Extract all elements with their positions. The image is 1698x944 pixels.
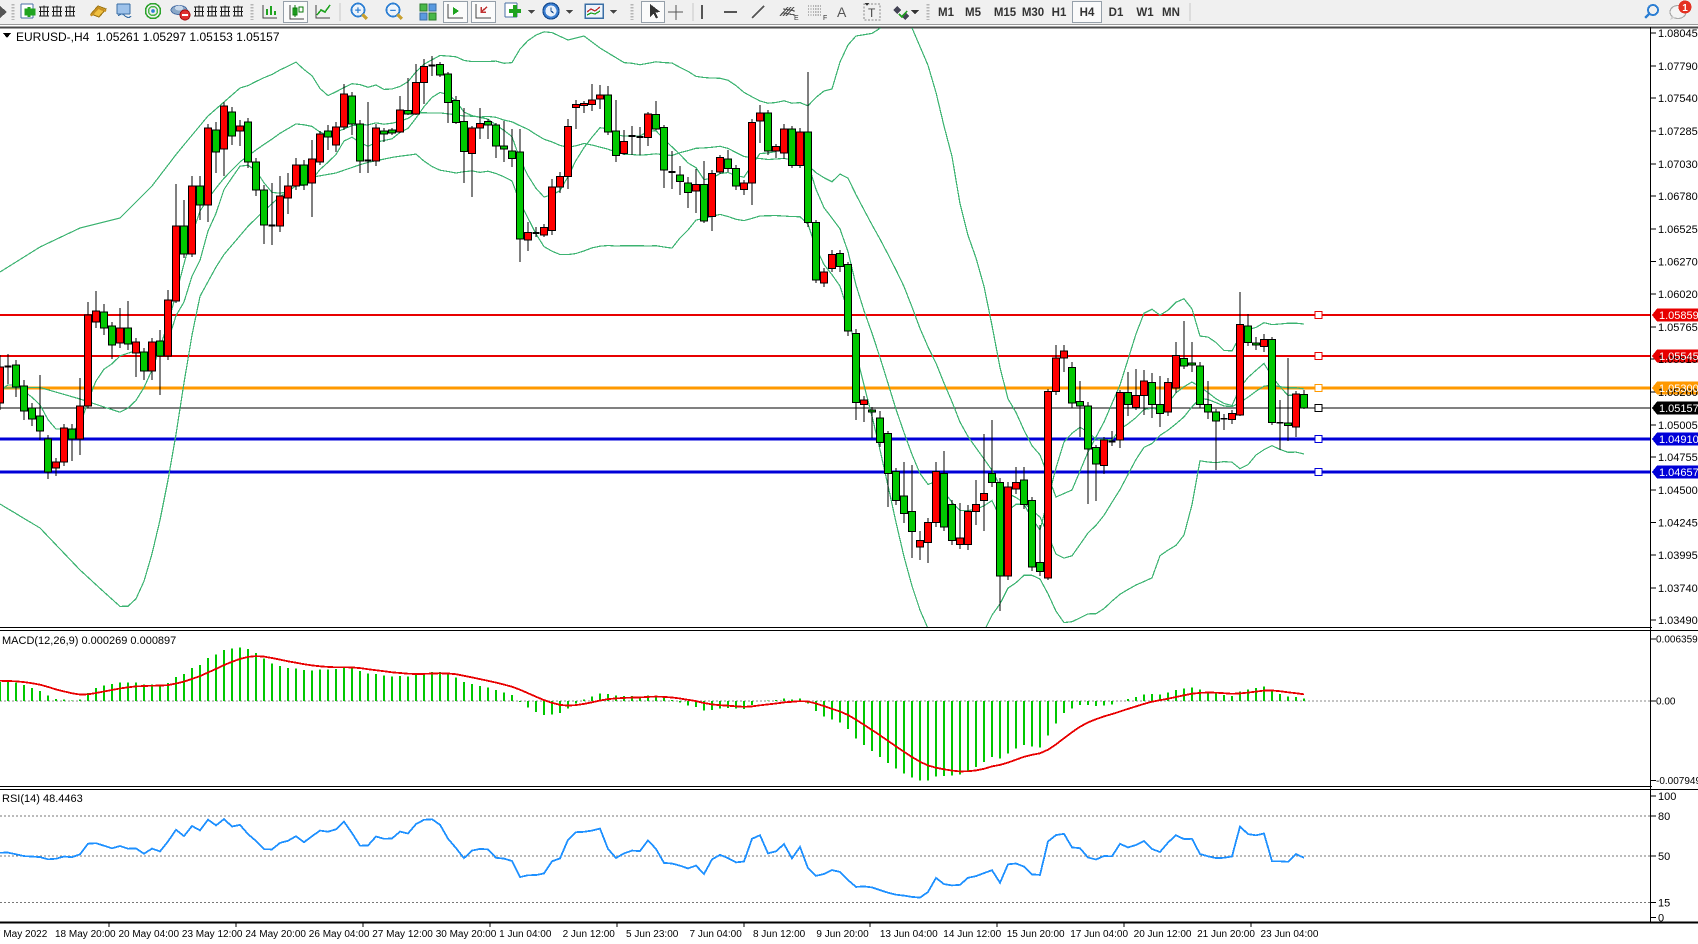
svg-text:13 Jun 04:00: 13 Jun 04:00 <box>880 929 938 940</box>
svg-text:1.06270: 1.06270 <box>1658 257 1698 269</box>
svg-text:50: 50 <box>1658 851 1670 863</box>
svg-text:1.06020: 1.06020 <box>1658 289 1698 301</box>
svg-text:E: E <box>794 15 799 22</box>
svg-text:1.03995: 1.03995 <box>1658 550 1698 562</box>
svg-text:1.04910: 1.04910 <box>1659 434 1698 446</box>
svg-text:1.07030: 1.07030 <box>1658 159 1698 171</box>
svg-text:1.05515: 1.05515 <box>1658 354 1698 366</box>
svg-text:9 Jun 20:00: 9 Jun 20:00 <box>816 929 869 940</box>
svg-text:1.03740: 1.03740 <box>1658 583 1698 595</box>
svg-text:A: A <box>837 4 847 20</box>
svg-text:1.03490: 1.03490 <box>1658 615 1698 627</box>
svg-text:14 Jun 12:00: 14 Jun 12:00 <box>943 929 1001 940</box>
svg-text:24 May 20:00: 24 May 20:00 <box>245 929 306 940</box>
svg-text:+: + <box>355 5 361 17</box>
svg-text:20 May 04:00: 20 May 04:00 <box>118 929 179 940</box>
svg-text:1.05765: 1.05765 <box>1658 322 1698 334</box>
svg-text:26 May 04:00: 26 May 04:00 <box>309 929 370 940</box>
svg-text:2 Jun 12:00: 2 Jun 12:00 <box>563 929 616 940</box>
svg-text:1.05545: 1.05545 <box>1659 351 1698 363</box>
svg-text:M15: M15 <box>994 7 1017 19</box>
svg-text:80: 80 <box>1658 811 1670 823</box>
svg-text:1.07540: 1.07540 <box>1658 93 1698 105</box>
svg-text:1.05859: 1.05859 <box>1659 310 1698 322</box>
svg-text:17 Jun 04:00: 17 Jun 04:00 <box>1070 929 1128 940</box>
svg-text:1.06780: 1.06780 <box>1658 191 1698 203</box>
svg-text:27 May 12:00: 27 May 12:00 <box>372 929 433 940</box>
svg-text:-0.007949: -0.007949 <box>1656 776 1698 787</box>
svg-text:15: 15 <box>1658 898 1670 910</box>
svg-text:23 May 12:00: 23 May 12:00 <box>182 929 243 940</box>
svg-text:1.08045: 1.08045 <box>1658 28 1698 40</box>
svg-text:7 Jun 04:00: 7 Jun 04:00 <box>690 929 743 940</box>
svg-text:8 Jun 12:00: 8 Jun 12:00 <box>753 929 806 940</box>
svg-text:1.07285: 1.07285 <box>1658 126 1698 138</box>
svg-text:23 Jun 04:00: 23 Jun 04:00 <box>1261 929 1319 940</box>
svg-text:20 Jun 12:00: 20 Jun 12:00 <box>1134 929 1192 940</box>
svg-text:MN: MN <box>1162 7 1180 19</box>
svg-text:1.04245: 1.04245 <box>1658 518 1698 530</box>
svg-text:T: T <box>868 6 876 20</box>
svg-text:0.006359: 0.006359 <box>1656 634 1698 645</box>
svg-text:RSI(14) 48.4463: RSI(14) 48.4463 <box>2 793 83 805</box>
svg-text:M30: M30 <box>1022 7 1044 19</box>
svg-text:7 May 2022: 7 May 2022 <box>0 929 48 940</box>
svg-text:21 Jun 20:00: 21 Jun 20:00 <box>1197 929 1255 940</box>
svg-text:1: 1 <box>1682 3 1688 14</box>
svg-text:1.07790: 1.07790 <box>1658 61 1698 73</box>
svg-text:15 Jun 20:00: 15 Jun 20:00 <box>1007 929 1065 940</box>
svg-text:1.06525: 1.06525 <box>1658 224 1698 236</box>
svg-text:1.04500: 1.04500 <box>1658 485 1698 497</box>
svg-text:30 May 20:00: 30 May 20:00 <box>436 929 497 940</box>
svg-text:0.00: 0.00 <box>1656 697 1676 708</box>
svg-text:100: 100 <box>1658 791 1676 803</box>
svg-text:F: F <box>823 15 827 22</box>
svg-text:1.05157: 1.05157 <box>1659 403 1698 415</box>
svg-text:1.05300: 1.05300 <box>1659 383 1698 395</box>
svg-text:M5: M5 <box>965 7 982 19</box>
svg-text:M1: M1 <box>938 7 955 19</box>
svg-text:1.04755: 1.04755 <box>1658 452 1698 464</box>
svg-text:MACD(12,26,9) 0.000269 0.00089: MACD(12,26,9) 0.000269 0.000897 <box>2 635 176 647</box>
svg-text:5 Jun 23:00: 5 Jun 23:00 <box>626 929 679 940</box>
svg-text:D1: D1 <box>1109 7 1124 19</box>
svg-text:−: − <box>390 5 396 17</box>
svg-text:1.05005: 1.05005 <box>1658 420 1698 432</box>
svg-text:1 Jun 04:00: 1 Jun 04:00 <box>499 929 552 940</box>
svg-text:1.05260: 1.05260 <box>1658 387 1698 399</box>
svg-text:18 May 20:00: 18 May 20:00 <box>55 929 116 940</box>
svg-text:H1: H1 <box>1052 7 1067 19</box>
svg-text:1.04657: 1.04657 <box>1659 467 1698 479</box>
svg-text:0: 0 <box>1658 913 1664 925</box>
svg-text:EURUSD-,H4 1.05261 1.05297 1.: EURUSD-,H4 1.05261 1.05297 1.05153 1.051… <box>16 30 280 44</box>
svg-text:H4: H4 <box>1080 7 1095 19</box>
svg-text:W1: W1 <box>1136 7 1154 19</box>
